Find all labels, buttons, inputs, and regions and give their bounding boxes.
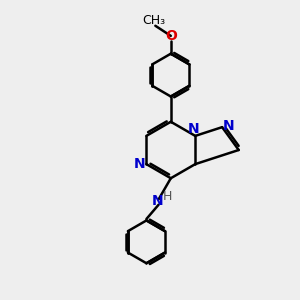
Text: N: N [134,157,146,171]
Text: H: H [163,190,172,203]
Text: N: N [223,119,235,133]
Text: CH₃: CH₃ [142,14,165,27]
Text: O: O [165,29,177,43]
Text: N: N [151,194,163,208]
Text: N: N [188,122,200,136]
